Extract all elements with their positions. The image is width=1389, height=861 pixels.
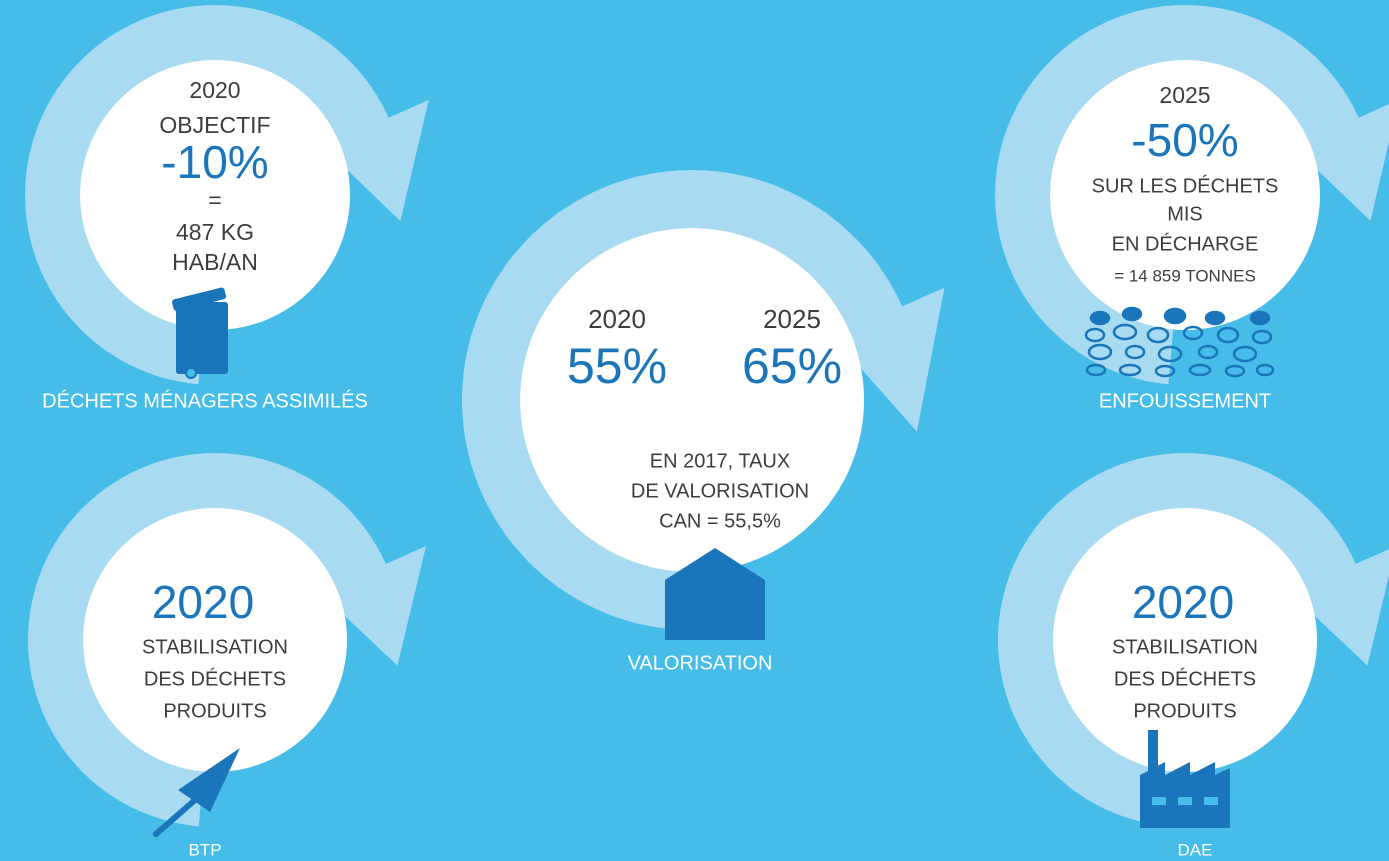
year: 2020 <box>588 304 646 334</box>
ring-arrowhead <box>323 99 429 222</box>
line: = <box>208 187 221 213</box>
line: EN 2017, TAUX <box>650 450 790 472</box>
line: DE VALORISATION <box>631 480 809 502</box>
ring-arc <box>995 5 1362 385</box>
figure: 2020 <box>152 576 254 628</box>
figure: 2020 <box>1132 576 1234 628</box>
white-disc <box>520 228 864 572</box>
label: ENFOUISSEMENT <box>1099 390 1271 412</box>
line: 2025 <box>1159 82 1210 108</box>
line: STABILISATION <box>1112 636 1258 658</box>
figure: 65% <box>742 338 842 394</box>
white-disc <box>80 60 350 330</box>
figure: 55% <box>567 338 667 394</box>
line: DES DÉCHETS <box>1114 667 1256 690</box>
label: VALORISATION <box>628 652 773 674</box>
white-disc <box>1050 60 1320 330</box>
label: DÉCHETS MÉNAGERS ASSIMILÉS <box>42 389 368 412</box>
line: 2020 <box>189 77 240 103</box>
line: = 14 859 TONNES <box>1114 266 1256 285</box>
figure: -10% <box>161 136 268 188</box>
ring-arrowhead <box>1293 104 1389 222</box>
factory-icon <box>1140 730 1230 828</box>
label: DAE <box>1178 840 1213 859</box>
figure: -50% <box>1131 114 1238 166</box>
icons <box>153 287 1275 837</box>
pebbles-icon <box>1084 306 1275 378</box>
line: DES DÉCHETS <box>144 667 286 690</box>
trowel-icon <box>153 748 240 837</box>
ring-arrowhead <box>1290 549 1389 666</box>
ring-arc <box>25 5 392 385</box>
ring-arrowhead <box>833 287 945 432</box>
line: PRODUITS <box>163 700 266 722</box>
ring-arc <box>28 453 389 827</box>
bin-icon <box>172 287 228 379</box>
line: MIS <box>1167 203 1203 225</box>
year: 2025 <box>763 304 821 334</box>
ring-arrowhead <box>320 546 427 666</box>
ring-arc <box>998 453 1359 827</box>
line: 487 KG <box>176 219 254 245</box>
line: OBJECTIF <box>159 112 270 138</box>
line: PRODUITS <box>1133 700 1236 722</box>
line: CAN = 55,5% <box>659 510 781 532</box>
ring-arc <box>462 170 906 630</box>
line: SUR LES DÉCHETS <box>1092 174 1279 197</box>
rings <box>25 5 1389 827</box>
house-icon <box>665 548 765 640</box>
label: BTP <box>188 840 221 859</box>
white-disc <box>1053 508 1317 772</box>
white-disc <box>83 508 347 772</box>
line: STABILISATION <box>142 636 288 658</box>
texts: 2020 OBJECTIF -10% = 487 KG HAB/AN DÉCHE… <box>42 77 1278 859</box>
line: HAB/AN <box>172 249 258 275</box>
line: EN DÉCHARGE <box>1112 232 1259 255</box>
